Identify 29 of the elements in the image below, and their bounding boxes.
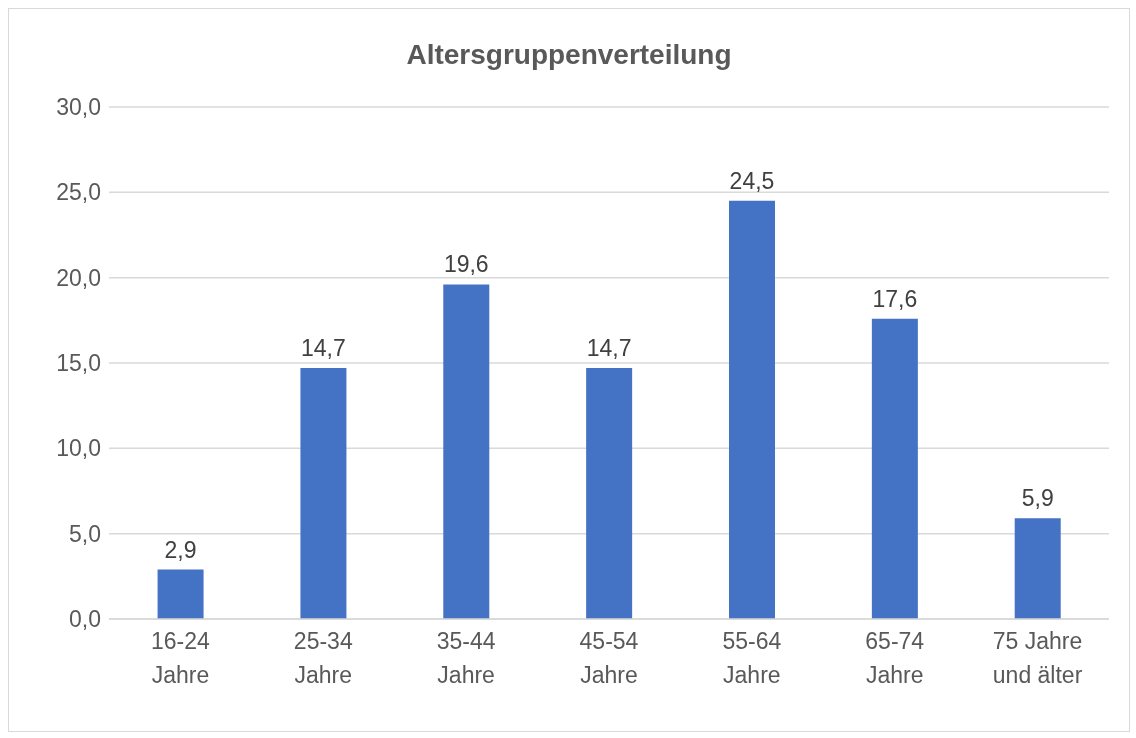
data-label: 5,9	[1021, 485, 1054, 512]
x-tick-label: 25-34 Jahre	[293, 628, 353, 688]
bar	[1014, 518, 1061, 619]
bar	[871, 318, 918, 619]
data-label: 24,5	[729, 167, 775, 194]
x-tick-label: 16-24 Jahre	[151, 628, 211, 688]
y-tick-label: 10,0	[56, 435, 101, 462]
y-tick-label: 5,0	[69, 520, 101, 547]
x-tick-label: 55-64 Jahre	[722, 628, 782, 688]
data-label: 14,7	[586, 335, 632, 362]
y-tick-label: 30,0	[56, 94, 101, 121]
y-tick-label: 20,0	[56, 264, 101, 291]
x-tick-label: 75 Jahre und älter	[992, 628, 1083, 688]
bar	[300, 368, 347, 619]
bar	[157, 569, 204, 619]
data-label: 14,7	[301, 335, 346, 362]
chart-title: Altersgruppenverteilung	[405, 38, 733, 72]
y-tick-label: 25,0	[56, 179, 101, 206]
bar	[729, 200, 775, 619]
data-label: 2,9	[164, 536, 197, 563]
bar	[443, 284, 490, 619]
data-label: 17,6	[872, 285, 918, 312]
data-label: 19,6	[443, 251, 489, 278]
bar	[586, 368, 633, 619]
x-tick-label: 45-54 Jahre	[579, 628, 639, 688]
x-tick-label: 65-74 Jahre	[865, 628, 925, 688]
y-tick-label: 15,0	[56, 350, 101, 377]
x-tick-label: 35-44 Jahre	[436, 628, 496, 688]
y-tick-label: 0,0	[69, 606, 101, 633]
